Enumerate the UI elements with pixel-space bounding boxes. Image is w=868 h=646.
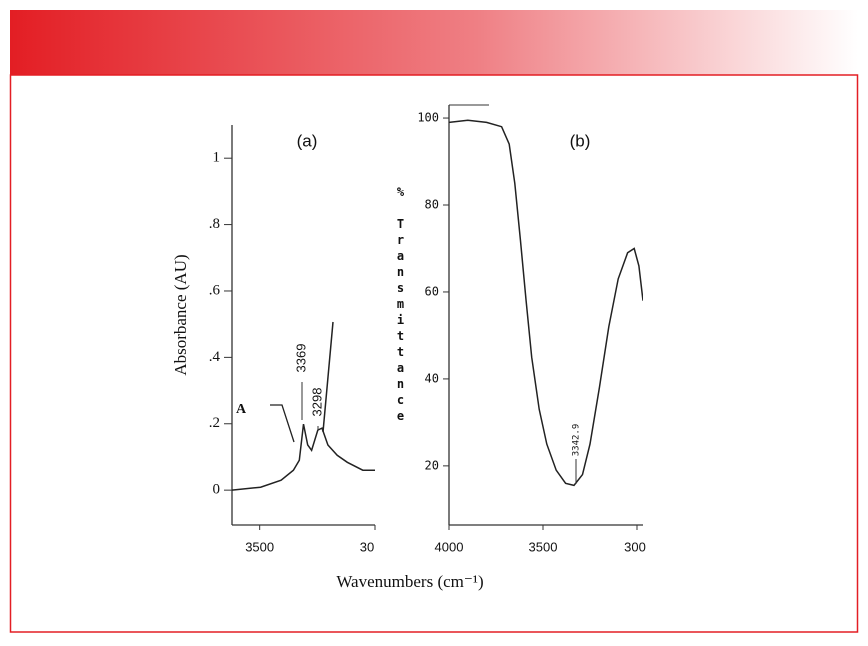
- spectrum-line: [449, 119, 643, 487]
- y-tick-label: 20: [425, 458, 439, 472]
- x-axis-label: Wavenumbers (cm⁻¹): [336, 572, 483, 591]
- peak-label: 3342.9: [572, 424, 582, 457]
- panel-label: (a): [297, 131, 318, 150]
- y-tick-label: .6: [209, 282, 221, 298]
- x-tick-label: 4000: [435, 539, 464, 554]
- x-tick-label: 300: [624, 539, 646, 554]
- y-axis-label: % Transmittance: [394, 185, 408, 425]
- header-band: [10, 10, 858, 75]
- peak-label: 3369: [293, 344, 308, 373]
- x-tick-label: 30: [360, 539, 374, 554]
- region-leader: [270, 404, 295, 443]
- y-axis-label: Absorbance (AU): [171, 254, 190, 375]
- y-tick-label: .8: [209, 216, 220, 232]
- x-tick-label: 3500: [245, 539, 274, 554]
- panel-label: (b): [570, 131, 591, 150]
- x-tick-label: 3500: [529, 539, 558, 554]
- frame: [9, 74, 859, 633]
- y-tick-label: 1: [213, 150, 221, 166]
- y-tick-label: 100: [417, 111, 439, 125]
- y-tick-label: 0: [213, 482, 221, 498]
- region-label: A: [236, 402, 247, 417]
- y-tick-label: .2: [209, 415, 220, 431]
- y-tick-label: 80: [425, 198, 439, 212]
- pointer-line: [322, 321, 334, 433]
- spectrum-line: [232, 423, 375, 491]
- y-tick-label: .4: [209, 349, 221, 365]
- peak-label: 3298: [309, 388, 324, 417]
- y-tick-label: 40: [425, 371, 439, 385]
- y-tick-label: 60: [425, 284, 439, 298]
